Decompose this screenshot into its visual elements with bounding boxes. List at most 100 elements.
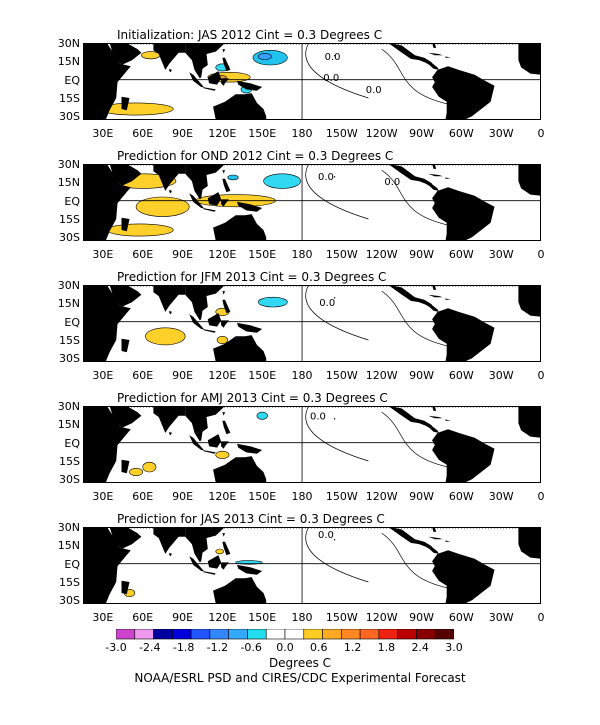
lon-label: 30E bbox=[92, 369, 114, 382]
madagascar-landmass bbox=[121, 459, 130, 474]
australia-landmass bbox=[213, 214, 267, 241]
south-america-landmass bbox=[432, 308, 495, 362]
warm-anomaly-region bbox=[215, 548, 225, 555]
colorbar-swatch bbox=[190, 628, 211, 640]
srilanka-landmass bbox=[169, 310, 172, 315]
philippines-landmass bbox=[222, 178, 231, 193]
srilanka-landmass bbox=[169, 552, 172, 557]
arabia-landmass bbox=[109, 43, 142, 65]
lon-label: 0 bbox=[537, 248, 545, 261]
lat-label: EQ bbox=[64, 194, 80, 208]
lat-label: 30N bbox=[57, 158, 80, 171]
lon-label: 180 bbox=[291, 369, 313, 382]
zero-contour bbox=[305, 406, 449, 468]
india-landmass bbox=[153, 527, 186, 554]
sst-anomaly-map: 0.0 0.0 bbox=[83, 164, 541, 241]
south-america-landmass bbox=[432, 550, 495, 604]
lat-label: 15S bbox=[59, 92, 80, 105]
florida-landmass bbox=[432, 406, 437, 411]
zero-contour bbox=[305, 527, 449, 589]
newguinea-landmass bbox=[237, 564, 263, 575]
hispaniola-landmass bbox=[445, 298, 451, 300]
central-america-landmass bbox=[428, 181, 439, 191]
credit-line: NOAA/ESRL PSD and CIRES/CDC Experimental… bbox=[134, 671, 466, 685]
cuba-landmass bbox=[428, 173, 443, 177]
sst-anomaly-map: 0.0 bbox=[83, 527, 541, 604]
lat-label: 30S bbox=[59, 110, 80, 124]
borneo-landmass bbox=[207, 192, 222, 206]
java-landmass bbox=[202, 208, 216, 212]
lon-label: 60E bbox=[132, 490, 154, 503]
panel-title: Prediction for AMJ 2013 Cint = 0.3 Degre… bbox=[117, 391, 388, 405]
colorbar-tick-label: 0.6 bbox=[310, 641, 328, 654]
panel-title: Prediction for OND 2012 Cint = 0.3 Degre… bbox=[117, 149, 394, 163]
lat-label: 30S bbox=[59, 231, 80, 245]
colorbar-swatch bbox=[434, 628, 455, 640]
forecast-panel: Initialization: JAS 2012 Cint = 0.3 Degr… bbox=[0, 28, 600, 148]
colorbar-swatch bbox=[378, 628, 398, 640]
map-frame bbox=[83, 285, 541, 362]
central-america-landmass bbox=[428, 302, 439, 312]
colorbar-swatch bbox=[341, 628, 361, 640]
colorbar-tick-label: -3.0 bbox=[105, 641, 127, 654]
lon-label: 120W bbox=[365, 369, 398, 382]
lon-label: 90W bbox=[409, 369, 434, 382]
lon-label: 30E bbox=[92, 611, 114, 624]
west-africa-landmass bbox=[518, 527, 541, 559]
lon-label: 90W bbox=[409, 127, 434, 140]
map-frame bbox=[83, 43, 541, 120]
contour-label: 0.0 bbox=[318, 172, 334, 183]
west-africa-landmass bbox=[518, 285, 541, 317]
lon-label: 180 bbox=[291, 127, 313, 140]
lon-label: 180 bbox=[291, 611, 313, 624]
borneo-landmass bbox=[207, 313, 222, 327]
colorbar-swatch bbox=[153, 628, 173, 640]
lon-label: 90E bbox=[172, 369, 194, 382]
panel-title: Prediction for JFM 2013 Cint = 0.3 Degre… bbox=[117, 270, 387, 284]
mexico-landmass bbox=[388, 527, 433, 549]
madagascar-landmass bbox=[121, 580, 130, 595]
lon-label: 30W bbox=[488, 490, 514, 503]
philippines-landmass bbox=[222, 299, 231, 314]
lon-label: 120E bbox=[208, 248, 237, 261]
lon-label: 30E bbox=[92, 248, 114, 261]
cuba-landmass bbox=[428, 52, 443, 56]
lon-label: 30E bbox=[92, 127, 114, 140]
hawaii-landmass bbox=[333, 539, 336, 541]
india-landmass bbox=[153, 164, 186, 191]
panel-title: Initialization: JAS 2012 Cint = 0.3 Degr… bbox=[117, 28, 383, 42]
lon-label: 90E bbox=[172, 490, 194, 503]
hawaii-landmass bbox=[333, 176, 336, 178]
lat-label: 15S bbox=[59, 334, 80, 347]
newguinea-landmass bbox=[237, 443, 263, 454]
warm-anomaly-region bbox=[129, 468, 144, 476]
lat-label: EQ bbox=[64, 436, 80, 450]
hawaii-landmass bbox=[333, 418, 336, 420]
colorbar-tick-label: -1.2 bbox=[206, 641, 229, 654]
warm-anomaly-region bbox=[142, 461, 157, 473]
newguinea-landmass bbox=[237, 80, 263, 91]
java-landmass bbox=[202, 87, 216, 91]
mexico-landmass bbox=[388, 43, 433, 65]
hawaii-landmass bbox=[333, 55, 336, 57]
australia-landmass bbox=[213, 456, 267, 483]
contour-label: 0.0 bbox=[310, 411, 326, 422]
central-america-landmass bbox=[428, 544, 439, 554]
lat-label: 15S bbox=[59, 455, 80, 468]
madagascar-landmass bbox=[121, 338, 130, 353]
colorbar-tick-label: 1.2 bbox=[343, 641, 362, 654]
lon-label: 60E bbox=[132, 611, 154, 624]
central-america-landmass bbox=[428, 60, 439, 70]
colorbar-swatch bbox=[134, 628, 154, 640]
map-frame bbox=[83, 164, 541, 241]
lon-label: 30W bbox=[488, 369, 514, 382]
colorbar-swatch bbox=[247, 628, 267, 640]
hispaniola-landmass bbox=[445, 177, 451, 179]
lat-label: 30N bbox=[57, 521, 80, 534]
colorbar-swatch bbox=[359, 628, 380, 640]
cool-anomaly-region bbox=[227, 174, 239, 181]
colorbar-swatch bbox=[265, 628, 286, 640]
lon-label: 60W bbox=[448, 127, 474, 140]
colorbar-tick-label: 1.8 bbox=[377, 641, 396, 654]
lon-label: 150E bbox=[248, 490, 277, 503]
